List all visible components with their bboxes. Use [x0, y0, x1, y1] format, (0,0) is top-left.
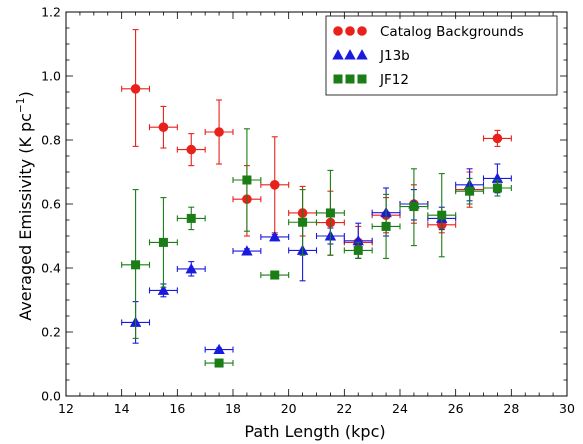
x-tick-label: 14 — [114, 401, 130, 416]
y-tick-label: 0.6 — [41, 197, 61, 212]
data-point — [269, 231, 281, 242]
data-point — [465, 186, 475, 196]
legend-entry: J13b — [332, 48, 410, 64]
legend-label: J13b — [379, 48, 410, 64]
legend-entry: JF12 — [333, 72, 409, 88]
x-axis-title: Path Length (kpc) — [244, 422, 385, 441]
data-point — [158, 122, 169, 132]
legend-marker — [345, 74, 355, 84]
data-point — [186, 213, 196, 223]
y-axis-title-main: Averaged Emissivity (K pc — [16, 113, 35, 321]
data-point — [157, 284, 170, 295]
series-square-group — [121, 128, 512, 368]
x-tick-label: 26 — [448, 401, 464, 416]
data-point — [269, 180, 280, 190]
y-axis-title-exponent: −1 — [15, 98, 27, 113]
x-tick-label: 18 — [225, 401, 241, 416]
legend-label: JF12 — [379, 72, 409, 88]
x-tick-label: 12 — [58, 401, 74, 416]
data-point — [409, 202, 419, 212]
data-point — [241, 245, 253, 256]
data-point — [186, 144, 197, 155]
legend-marker — [332, 49, 344, 60]
legend: Catalog Backgrounds J13b JF12 — [325, 15, 558, 96]
data-point — [353, 245, 363, 255]
y-axis-title-close: ) — [16, 91, 35, 97]
y-tick-label: 0.8 — [41, 133, 61, 148]
data-point — [492, 183, 502, 193]
series-triangle-group — [121, 163, 512, 355]
data-point — [270, 270, 280, 280]
x-tick-label: 28 — [503, 401, 519, 416]
legend-marker — [357, 74, 367, 84]
data-point — [214, 127, 224, 137]
data-point — [298, 217, 308, 227]
x-tick-label: 16 — [169, 401, 185, 416]
x-tick-label: 30 — [559, 401, 575, 416]
data-point — [158, 237, 168, 247]
legend-entry: Catalog Backgrounds — [333, 24, 524, 40]
y-tick-label: 0.0 — [41, 389, 61, 404]
data-point — [185, 263, 197, 274]
x-tick-label: 24 — [392, 401, 408, 416]
data-point — [130, 84, 141, 94]
y-tick-label: 0.2 — [41, 325, 61, 340]
legend-marker — [344, 49, 356, 60]
data-point — [381, 221, 391, 231]
data-point — [492, 133, 503, 144]
legend-marker — [357, 26, 367, 36]
data-point — [213, 343, 225, 355]
data-point — [214, 358, 224, 368]
data-point — [325, 208, 335, 218]
y-tick-label: 1.2 — [41, 5, 61, 20]
y-tick-label: 1.0 — [41, 69, 61, 84]
legend-label: Catalog Backgrounds — [380, 24, 524, 40]
legend-marker — [345, 26, 355, 36]
legend-marker — [333, 26, 343, 36]
axes: 12 14 16 18 20 22 24 26 28 30 0.0 0.2 0.4 0.6 0.8 1.0 1.… — [41, 5, 575, 417]
data-point — [242, 175, 252, 185]
legend-marker — [333, 74, 343, 84]
data-point — [131, 260, 141, 270]
legend-marker — [356, 49, 368, 60]
y-tick-label: 0.4 — [41, 261, 61, 276]
x-tick-label: 20 — [281, 401, 297, 416]
y-axis-title: Averaged Emissivity (K pc−1) — [15, 91, 35, 320]
x-tick-label: 22 — [336, 401, 352, 416]
data-point — [437, 210, 447, 220]
plot-area — [121, 29, 512, 368]
